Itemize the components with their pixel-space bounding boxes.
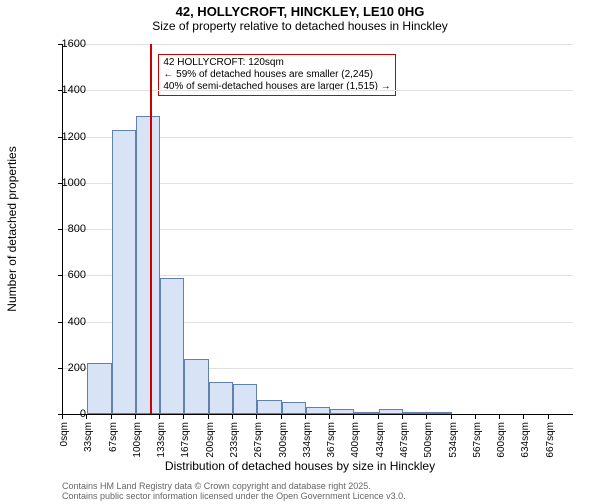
annotation-line2: ← 59% of detached houses are smaller (2,… <box>163 69 390 81</box>
y-tick-mark <box>58 229 63 230</box>
y-tick-mark <box>58 275 63 276</box>
histogram-bar <box>282 402 306 414</box>
x-tick-label: 167sqm <box>180 422 191 458</box>
plot-area: 42 HOLLYCROFT: 120sqm ← 59% of detached … <box>62 44 573 415</box>
x-ticks-container: 0sqm 33sqm 67sqm 100sqm 133sqm 167sqm 200sqm 23… <box>62 414 572 464</box>
x-tick-mark <box>305 414 306 419</box>
x-tick-mark <box>281 414 282 419</box>
x-tick-mark <box>499 414 500 419</box>
x-tick-mark <box>451 414 452 419</box>
x-tick-mark <box>232 414 233 419</box>
x-tick-label: 33sqm <box>83 422 94 452</box>
annotation-line1: 42 HOLLYCROFT: 120sqm <box>163 57 390 69</box>
x-tick-label: 500sqm <box>423 422 434 458</box>
footer: Contains HM Land Registry data © Crown c… <box>62 482 406 502</box>
x-tick-mark <box>159 414 160 419</box>
histogram-bar <box>233 384 257 414</box>
grid-line <box>63 44 573 45</box>
x-tick-label: 600sqm <box>496 422 507 458</box>
x-tick-label: 434sqm <box>375 422 386 458</box>
grid-line <box>63 90 573 91</box>
x-tick-mark <box>183 414 184 419</box>
x-tick-mark <box>402 414 403 419</box>
y-tick-mark <box>58 368 63 369</box>
x-tick-mark <box>378 414 379 419</box>
x-tick-label: 67sqm <box>108 422 119 452</box>
y-tick-label: 800 <box>68 223 86 235</box>
y-axis-label: Number of detached properties <box>5 146 19 311</box>
histogram-bar <box>306 407 330 414</box>
x-tick-label: 300sqm <box>278 422 289 458</box>
footer-line2: Contains public sector information licen… <box>62 492 406 502</box>
y-tick-label: 0 <box>80 408 86 420</box>
x-tick-label: 100sqm <box>132 422 143 458</box>
title-main: 42, HOLLYCROFT, HINCKLEY, LE10 0HG <box>0 4 600 19</box>
x-tick-label: 334sqm <box>302 422 313 458</box>
x-tick-mark <box>548 414 549 419</box>
x-tick-mark <box>111 414 112 419</box>
chart-container: 42, HOLLYCROFT, HINCKLEY, LE10 0HG Size … <box>0 4 600 504</box>
x-tick-mark <box>208 414 209 419</box>
x-tick-label: 233sqm <box>229 422 240 458</box>
x-tick-label: 133sqm <box>156 422 167 458</box>
y-tick-label: 600 <box>68 269 86 281</box>
histogram-bar <box>160 278 184 414</box>
y-tick-mark <box>58 322 63 323</box>
x-axis-label: Distribution of detached houses by size … <box>0 459 600 473</box>
x-tick-mark <box>353 414 354 419</box>
y-tick-label: 400 <box>68 316 86 328</box>
x-tick-label: 467sqm <box>399 422 410 458</box>
histogram-bar <box>112 130 136 414</box>
x-tick-mark <box>523 414 524 419</box>
x-tick-label: 200sqm <box>205 422 216 458</box>
x-tick-label: 0sqm <box>59 422 70 446</box>
histogram-bar <box>136 116 160 414</box>
y-tick-label: 1600 <box>62 38 86 50</box>
x-tick-mark <box>329 414 330 419</box>
x-tick-mark <box>62 414 63 419</box>
x-tick-label: 667sqm <box>545 422 556 458</box>
x-tick-mark <box>135 414 136 419</box>
x-tick-mark <box>475 414 476 419</box>
histogram-bar <box>257 400 281 414</box>
x-tick-label: 634sqm <box>520 422 531 458</box>
x-tick-label: 400sqm <box>350 422 361 458</box>
x-tick-mark <box>426 414 427 419</box>
x-tick-mark <box>86 414 87 419</box>
y-tick-label: 1200 <box>62 131 86 143</box>
title-sub: Size of property relative to detached ho… <box>0 19 600 33</box>
histogram-bar <box>87 363 111 414</box>
histogram-bar <box>209 382 233 414</box>
x-tick-label: 534sqm <box>448 422 459 458</box>
x-tick-label: 267sqm <box>253 422 264 458</box>
y-tick-label: 1400 <box>62 84 86 96</box>
x-tick-mark <box>256 414 257 419</box>
y-tick-label: 200 <box>68 362 86 374</box>
marker-line <box>150 44 152 414</box>
histogram-bar <box>184 359 208 415</box>
x-tick-label: 367sqm <box>326 422 337 458</box>
x-tick-label: 567sqm <box>472 422 483 458</box>
y-tick-label: 1000 <box>62 177 86 189</box>
